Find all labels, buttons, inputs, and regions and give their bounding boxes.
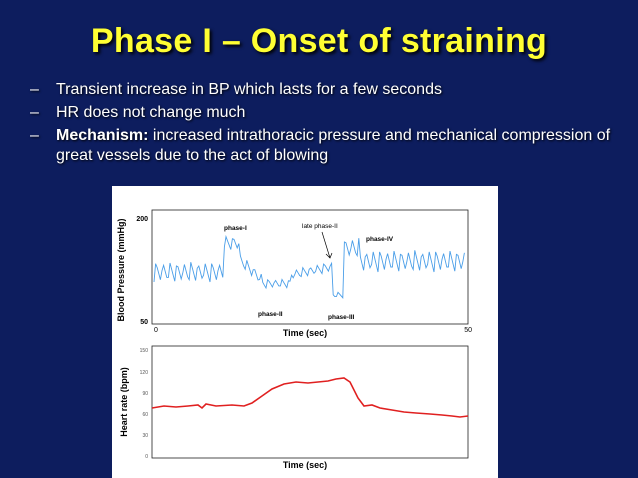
bp-plot-frame bbox=[151, 209, 469, 325]
annot-phase2: phase-II bbox=[258, 311, 283, 318]
bullet-list: – Transient increase in BP which lasts f… bbox=[30, 80, 620, 169]
slide-title: Phase I – Onset of straining bbox=[90, 22, 548, 60]
annot-phase4: phase-IV bbox=[366, 236, 394, 243]
hr-ytick: 0 bbox=[145, 454, 148, 460]
bullet-item-mechanism: – Mechanism: increased intrathoracic pre… bbox=[30, 126, 620, 166]
hr-ytick: 150 bbox=[140, 348, 149, 354]
hr-ylabel: Heart rate (bpm) bbox=[119, 367, 129, 437]
bp-trace-line bbox=[153, 234, 465, 299]
late-phase2-arrow bbox=[321, 231, 333, 259]
bullet-text: HR does not change much bbox=[56, 104, 246, 121]
bullet-dash: – bbox=[30, 127, 39, 144]
bp-xtick-right: 50 bbox=[464, 327, 472, 334]
valsalva-figure: Blood Pressure (mmHg) 200 50 0 50 Time (… bbox=[112, 186, 498, 478]
bp-ytick-top: 200 bbox=[136, 216, 148, 223]
bullet-text: increased intrathoracic pressure and mec… bbox=[56, 127, 611, 164]
bullet-bold-label: Mechanism: bbox=[56, 127, 149, 144]
bp-ylabel: Blood Pressure (mmHg) bbox=[116, 218, 126, 321]
bullet-dash: – bbox=[30, 104, 39, 121]
hr-ytick: 60 bbox=[142, 412, 148, 418]
bullet-dash: – bbox=[30, 81, 39, 98]
hr-trace-line bbox=[151, 377, 469, 418]
bullet-item-bp: – Transient increase in BP which lasts f… bbox=[30, 80, 620, 100]
hr-ytick: 90 bbox=[142, 391, 148, 397]
hr-ytick: 30 bbox=[142, 433, 148, 439]
annot-phase3: phase-III bbox=[328, 314, 355, 321]
annot-late-phase2: late phase-II bbox=[302, 223, 338, 230]
bullet-text: Transient increase in BP which lasts for… bbox=[56, 81, 442, 98]
hr-xlabel: Time (sec) bbox=[283, 460, 327, 470]
bp-xtick-left: 0 bbox=[154, 327, 158, 334]
hr-plot-frame bbox=[151, 345, 469, 459]
bp-xlabel: Time (sec) bbox=[283, 328, 327, 338]
figure-svg: Blood Pressure (mmHg) 200 50 0 50 Time (… bbox=[116, 209, 472, 470]
bullet-item-hr: – HR does not change much bbox=[30, 103, 620, 123]
bp-ytick-bottom: 50 bbox=[140, 319, 148, 326]
annot-phase1: phase-I bbox=[224, 225, 247, 232]
hr-ytick: 120 bbox=[140, 370, 149, 376]
